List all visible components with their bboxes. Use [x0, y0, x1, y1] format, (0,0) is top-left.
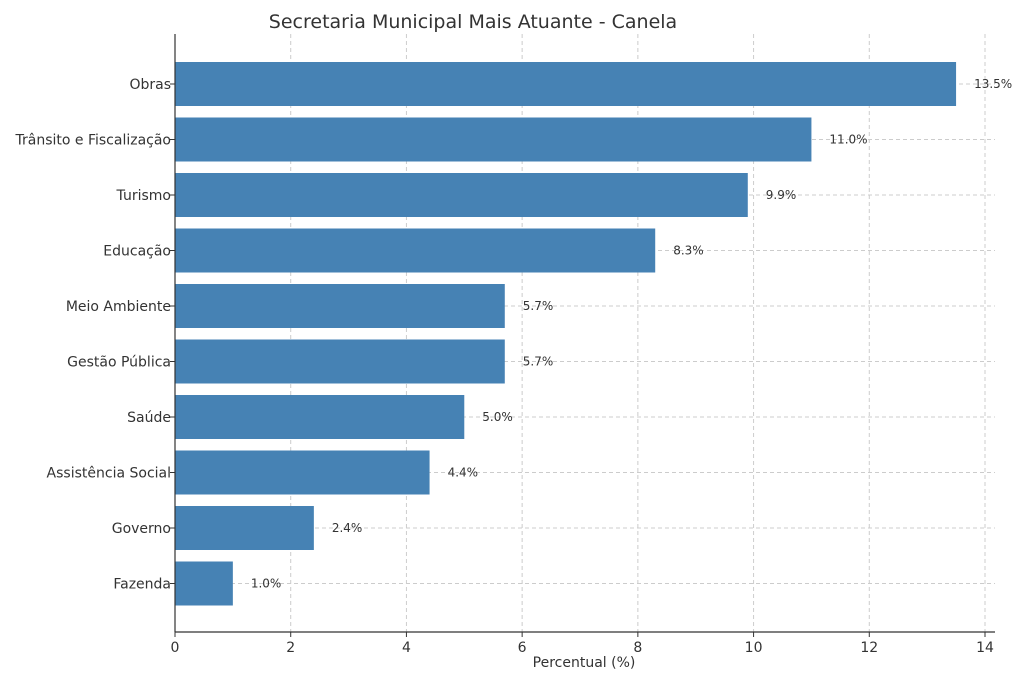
data-label: 5.0%: [482, 410, 513, 424]
x-tick-label: 6: [518, 640, 527, 656]
x-tick-label: 2: [286, 640, 295, 656]
bar-1: [175, 62, 957, 106]
category-label: Fazenda: [113, 577, 171, 593]
x-tick-label: 10: [745, 640, 763, 656]
bar-6: [175, 339, 505, 384]
x-tick-label: 12: [860, 640, 878, 656]
x-tick-label: 8: [633, 640, 642, 656]
bar-7: [175, 395, 465, 439]
data-label: 5.7%: [523, 355, 554, 369]
bar-4: [175, 228, 656, 273]
bar-5: [175, 284, 505, 328]
category-label: Governo: [112, 521, 171, 537]
bar-9: [175, 506, 314, 550]
bar-3: [175, 173, 748, 217]
category-label: Turismo: [116, 188, 171, 204]
bar-8: [175, 450, 430, 495]
x-tick-label: 0: [171, 640, 180, 656]
category-label: Educação: [103, 244, 171, 260]
data-label: 2.4%: [332, 521, 363, 535]
data-label: 9.9%: [766, 188, 797, 202]
category-label: Trânsito e Fiscalização: [15, 133, 172, 149]
category-label: Obras: [129, 77, 171, 93]
x-tick-label: 14: [976, 640, 994, 656]
bar-2: [175, 117, 812, 162]
data-label: 4.4%: [448, 466, 479, 480]
data-label: 5.7%: [523, 299, 554, 313]
bar-10: [175, 561, 233, 606]
data-label: 1.0%: [251, 577, 282, 591]
axis-layer: 0 2 4 6 8 10 12 14 Obras Trânsito e Fiscalização T…: [15, 34, 995, 656]
bar-layer: 13.5% 11.0% 9.9% 8.3% 5.7% 5.7% 5.0% 4.4% 2.4% 1.…: [175, 62, 1012, 606]
data-label: 8.3%: [673, 244, 704, 258]
data-label: 13.5%: [974, 77, 1012, 91]
category-label: Assistência Social: [47, 466, 171, 482]
category-label: Saúde: [127, 410, 171, 426]
x-tick-label: 4: [402, 640, 411, 656]
x-axis-label: Percentual (%): [533, 655, 636, 671]
data-label: 11.0%: [829, 133, 867, 147]
category-label: Gestão Pública: [67, 355, 171, 371]
category-label: Meio Ambiente: [66, 299, 171, 315]
chart-title: Secretaria Municipal Mais Atuante - Cane…: [269, 11, 677, 33]
